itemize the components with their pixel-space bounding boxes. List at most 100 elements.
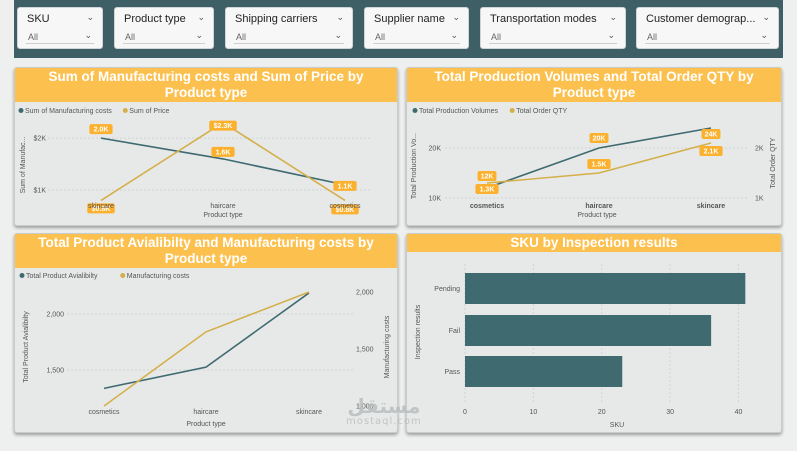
legend-marker: [509, 108, 515, 113]
y-tick-label-left: 20K: [429, 146, 442, 153]
series-line-manufacturing-costs: [100, 137, 346, 186]
x-tick-label: 10: [529, 409, 537, 416]
data-label-badge: [211, 146, 235, 157]
legend-marker: [19, 273, 25, 278]
data-label: $0.8K: [336, 207, 355, 214]
chevron-down-icon: ⌄: [607, 30, 615, 40]
slicer-dropdown[interactable]: All ⌄: [234, 30, 344, 44]
x-tick-label: 0: [463, 409, 467, 416]
chart-title: SKU by Inspection results: [407, 234, 781, 252]
x-tick-label: cosmetics: [470, 203, 504, 210]
legend-label: Total Production Volumes: [419, 108, 498, 115]
bar-pending: [465, 273, 746, 304]
chart-product-availability-manufacturing-costs[interactable]: Total Product Avialibilty Manufacturing c…: [14, 233, 398, 433]
legend-marker: [18, 108, 24, 113]
series-line-price: [100, 121, 346, 202]
data-label: 2.1K: [704, 149, 719, 156]
chart-manufacturing-costs-price[interactable]: Sum of Manufacturing costs Sum of Price $2…: [14, 67, 398, 226]
series-line-manufacturing-costs: [103, 291, 310, 407]
collapse-chevron-icon[interactable]: ⌄: [336, 12, 344, 22]
y-tick-label: $1K: [34, 188, 47, 195]
data-label-badge: [87, 203, 115, 214]
x-tick-label: skincare: [296, 409, 322, 416]
chevron-down-icon: ⌄: [450, 30, 458, 40]
bar-chart-sku: 0 10 20 30 40 Pending Fail Pass Inspection resul…: [415, 264, 746, 429]
chart-title: Sum of Manufacturing costs and Sum of Pr…: [15, 68, 397, 102]
data-label-badge: [475, 184, 499, 194]
slicer-customer-demographics[interactable]: Customer demograp... ⌄ All ⌄: [636, 7, 779, 49]
slicer-product-type[interactable]: Product type ⌄ All ⌄: [114, 7, 214, 49]
y-tick-label-left: 10K: [429, 196, 442, 203]
slicer-dropdown[interactable]: All ⌄: [26, 30, 94, 44]
slicer-transportation-modes[interactable]: Transportation modes ⌄ All ⌄: [480, 7, 626, 49]
collapse-chevron-icon[interactable]: ⌄: [609, 12, 617, 22]
collapse-chevron-icon[interactable]: ⌄: [86, 12, 94, 22]
bar-fail: [465, 315, 712, 346]
legend-marker: [412, 108, 418, 113]
legend-label: Sum of Price: [129, 108, 169, 115]
legend-label: Sum of Manufacturing costs: [25, 108, 112, 115]
y-tick-label: $2K: [34, 136, 47, 143]
data-label-badge: [477, 171, 497, 181]
slicer-dropdown[interactable]: All ⌄: [645, 30, 770, 44]
legend-label: Manufacturing costs: [127, 273, 190, 280]
y-tick-label: Pass: [444, 369, 460, 376]
x-axis-title: Product type: [186, 421, 225, 428]
x-tick-label: 20: [598, 409, 606, 416]
data-label-badge: [699, 146, 723, 156]
collapse-chevron-icon[interactable]: ⌄: [197, 12, 205, 22]
x-tick-label: haircare: [210, 203, 235, 210]
collapse-chevron-icon[interactable]: ⌄: [452, 12, 460, 22]
data-label: 12K: [481, 174, 494, 181]
slicer-title: SKU: [27, 13, 50, 25]
slicer-sku[interactable]: SKU ⌄ All ⌄: [17, 7, 103, 49]
x-tick-label: skincare: [88, 203, 114, 210]
x-tick-label: cosmetics: [88, 409, 120, 416]
chart-title: Total Product Avialibilty and Manufactur…: [15, 234, 397, 268]
chevron-down-icon: ⌄: [334, 30, 342, 40]
x-tick-label: skincare: [697, 203, 726, 210]
y-axis-title-right: Manufacturing costs: [384, 315, 391, 378]
y-axis-title: Sum of Manufac...: [20, 137, 27, 194]
line-chart-2: Total Production Volumes Total Order QTY 2…: [411, 108, 777, 219]
slicer-dropdown[interactable]: All ⌄: [123, 30, 205, 44]
legend-marker: [120, 273, 126, 278]
chevron-down-icon: ⌄: [84, 30, 92, 40]
watermark-arabic: مستقل: [347, 394, 421, 418]
series-line-order-qty: [486, 142, 712, 184]
y-tick-label-right: 2K: [755, 146, 764, 153]
legend-marker: [122, 108, 128, 113]
bar-pass: [465, 356, 623, 387]
line-chart-1: Sum of Manufacturing costs Sum of Price $2…: [18, 108, 371, 219]
data-label: 24K: [705, 132, 718, 139]
watermark-logo: مستقل mostaql.com: [346, 396, 422, 427]
slicer-supplier-name[interactable]: Supplier name ⌄ All ⌄: [364, 7, 469, 49]
data-label-badge: [589, 133, 609, 143]
x-tick-label: haircare: [585, 203, 612, 210]
y-tick-label: Pending: [434, 286, 460, 293]
data-label: 1.6K: [216, 149, 231, 156]
collapse-chevron-icon[interactable]: ⌄: [762, 12, 770, 22]
y-axis-title: Inspection results: [415, 304, 422, 359]
x-tick-label: 40: [735, 409, 743, 416]
data-label: 20K: [593, 136, 606, 143]
slicer-dropdown[interactable]: All ⌄: [373, 30, 460, 44]
data-label-badge: [701, 129, 721, 139]
chart-sku-inspection-results[interactable]: 0 10 20 30 40 Pending Fail Pass Inspection resul…: [406, 233, 782, 433]
data-label-badge: [333, 180, 357, 191]
data-label: 2.0K: [94, 127, 109, 134]
data-label: $0.8K: [92, 206, 111, 213]
x-tick-label: cosmetics: [329, 203, 361, 210]
series-line-product-availability: [103, 292, 310, 390]
y-axis-title-right: Total Order QTY: [770, 137, 777, 188]
chart-production-volumes-order-qty[interactable]: Total Production Volumes Total Order QTY 2…: [406, 67, 782, 226]
slicer-title: Customer demograp...: [646, 13, 756, 25]
slicer-shipping-carriers[interactable]: Shipping carriers ⌄ All ⌄: [225, 7, 353, 49]
series-line-production-volumes: [486, 127, 712, 189]
slicer-dropdown[interactable]: All ⌄: [489, 30, 617, 44]
y-tick-label-left: 1,500: [46, 368, 64, 375]
y-axis-title-left: Total Production Vo...: [411, 133, 418, 199]
data-label: 1.3K: [480, 187, 495, 194]
y-tick-label-right: 1K: [755, 196, 764, 203]
